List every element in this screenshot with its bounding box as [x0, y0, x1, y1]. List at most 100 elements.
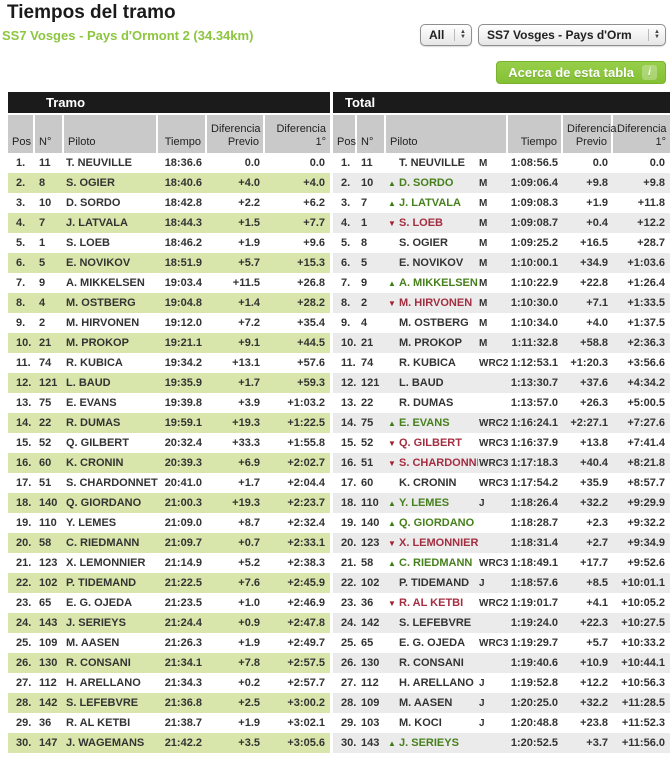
driver-cell: X. LEMONNIER	[66, 557, 146, 569]
total-table-row: 4. 1 ▼ S. LOEB M 1:09:08.7 +0.4 +12.2	[333, 213, 670, 233]
driver-cell: S. LOEB	[66, 237, 111, 249]
class-cell: WRC2	[479, 597, 508, 609]
time-cell: 21:36.8	[164, 697, 202, 709]
car-number-cell: 11	[39, 157, 51, 169]
driver-cell: T. NEUVILLE	[66, 157, 133, 169]
stage-table-row: 13. 75 E. EVANS 19:39.8 +3.9 +1:03.2	[8, 393, 330, 413]
driver-cell: Y. LEMES	[66, 517, 117, 529]
pos-cell: 22.	[16, 577, 32, 589]
pos-cell: 16.	[16, 457, 32, 469]
rank-up-icon: ▲	[388, 499, 396, 508]
pos-cell: 8.	[16, 297, 26, 309]
total-table-row: 28. 109 M. AASEN J 1:20:25.0 +32.2 +11:28.5	[333, 693, 670, 713]
time-cell: 21:26.3	[164, 637, 202, 649]
time-cell: 19:03.4	[164, 277, 202, 289]
pos-cell: 12.	[341, 377, 357, 389]
driver-cell: M. AASEN	[386, 693, 478, 713]
total-table-title: Total	[333, 92, 670, 113]
results-tables: Tramo Pos N° Piloto Tiempo Diferencia Pr…	[0, 92, 671, 753]
stage-select[interactable]: SS7 Vosges - Pays d'Orm ▲ ▼	[478, 24, 666, 46]
driver-cell: S. OGIER	[66, 177, 115, 189]
car-number-cell: 51	[361, 457, 374, 469]
total-table-row: 1. 11 T. NEUVILLE M 1:08:56.5 0.0 0.0	[333, 153, 670, 173]
pos-cell: 23.	[341, 597, 357, 609]
diff-first-cell: +59.3	[297, 377, 325, 389]
diff-first-cell: +35.4	[297, 317, 325, 329]
car-number-cell: 110	[361, 497, 379, 509]
diff-prev-cell: +22.3	[580, 617, 608, 629]
driver-cell: ▼S. CHARDONNET	[386, 453, 478, 473]
diff-prev-cell: +6.9	[238, 457, 260, 469]
pos-cell: 11.	[341, 357, 356, 369]
class-cell: WRC2	[479, 417, 508, 429]
class-cell	[478, 513, 508, 533]
time-cell: 1:20:52.5	[510, 737, 558, 749]
time-cell: 1:13:30.7	[510, 377, 558, 389]
pos-cell: 30.	[341, 737, 357, 749]
diff-prev-cell: +3.7	[586, 737, 608, 749]
driver-cell: R. CONSANI	[386, 653, 478, 673]
class-cell	[478, 393, 508, 413]
stage-table-row: 29. 36 R. AL KETBI 21:38.7 +1.9 +3:02.1	[8, 713, 330, 733]
diff-first-cell: +10:27.5	[621, 617, 665, 629]
time-cell: 1:09:25.2	[510, 237, 558, 249]
diff-prev-cell: +0.7	[238, 537, 260, 549]
driver-name: R. CONSANI	[399, 657, 464, 669]
class-cell: WRC3	[479, 557, 508, 569]
class-cell: M	[479, 237, 488, 249]
pos-cell: 25.	[341, 637, 357, 649]
diff-first-cell: +1:03.6	[627, 257, 665, 269]
stage-table-row: 25. 109 M. AASEN 21:26.3 +1.9 +2:49.7	[8, 633, 330, 653]
car-number-cell: 112	[39, 677, 57, 689]
driver-name: M. OSTBERG	[399, 317, 469, 329]
class-filter-select[interactable]: All ▲ ▼	[420, 24, 472, 46]
diff-prev-cell: +32.2	[580, 697, 608, 709]
car-number-cell: 130	[361, 657, 380, 669]
car-number-cell: 9	[361, 277, 368, 289]
stage-table-row: 21. 123 X. LEMONNIER 21:14.9 +5.2 +2:38.3	[8, 553, 330, 573]
car-number-cell: 7	[361, 197, 368, 209]
diff-prev-cell: +1.7	[238, 477, 260, 489]
car-number-cell: 1	[39, 237, 46, 249]
class-cell: M	[479, 257, 488, 269]
time-cell: 21:09.0	[164, 517, 202, 529]
pos-cell: 26.	[16, 657, 32, 669]
time-cell: 21:22.5	[164, 577, 202, 589]
stage-table-row: 10. 21 M. PROKOP 19:21.1 +9.1 +44.5	[8, 333, 330, 353]
col-number: N°	[35, 115, 64, 153]
class-cell: M	[479, 217, 488, 229]
time-cell: 1:10:30.0	[510, 297, 558, 309]
driver-cell: ▲ Y. LEMES	[386, 493, 478, 513]
pos-cell: 2.	[16, 177, 26, 189]
diff-prev-cell: +8.7	[238, 517, 260, 529]
total-table-row: 18. 110 ▲ Y. LEMES J 1:18:26.4 +32.2 +9:29.9	[333, 493, 670, 513]
about-table-button[interactable]: Acerca de esta tabla i	[496, 61, 666, 84]
page-title: Tiempos del tramo	[7, 2, 176, 23]
pos-cell: 22.	[341, 577, 357, 589]
driver-name: M. HIRVONEN	[399, 297, 473, 309]
stage-table-row: 18. 140 Q. GIORDANO 21:00.3 +19.3 +2:23.7	[8, 493, 330, 513]
col-pos: Pos	[333, 115, 357, 153]
driver-cell: R. AL KETBI	[66, 717, 131, 729]
diff-first-cell: +3:56.6	[627, 357, 665, 369]
rank-down-icon: ▼	[388, 599, 396, 608]
driver-cell: ▲ E. EVANS	[386, 413, 478, 433]
driver-cell: R. CONSANI	[66, 657, 131, 669]
time-cell: 1:16:37.9	[510, 437, 558, 449]
time-cell: 19:12.0	[164, 317, 202, 329]
diff-prev-cell: +1.7	[238, 377, 260, 389]
diff-prev-cell: +12.2	[580, 677, 608, 689]
pos-cell: 28.	[16, 697, 32, 709]
car-number-cell: 109	[39, 637, 58, 649]
diff-first-cell: +2:04.4	[287, 477, 325, 489]
info-icon: i	[642, 65, 657, 80]
col-number: N°	[357, 115, 386, 153]
car-number-cell: 22	[39, 417, 52, 429]
total-table-row: 14. 75 ▲ E. EVANS WRC2 1:16:24.1 +2:27.1 +7:27.…	[333, 413, 670, 433]
driver-name: L. BAUD	[399, 377, 444, 389]
driver-cell: ▼ M. HIRVONEN	[386, 293, 478, 313]
stage-table-row: 26. 130 R. CONSANI 21:34.1 +7.8 +2:57.5	[8, 653, 330, 673]
total-table-row: 24. 142 S. LEFEBVRE 1:19:24.0 +22.3 +10:27.5	[333, 613, 670, 633]
diff-prev-cell: +0.2	[238, 677, 260, 689]
class-cell: M	[479, 317, 488, 329]
